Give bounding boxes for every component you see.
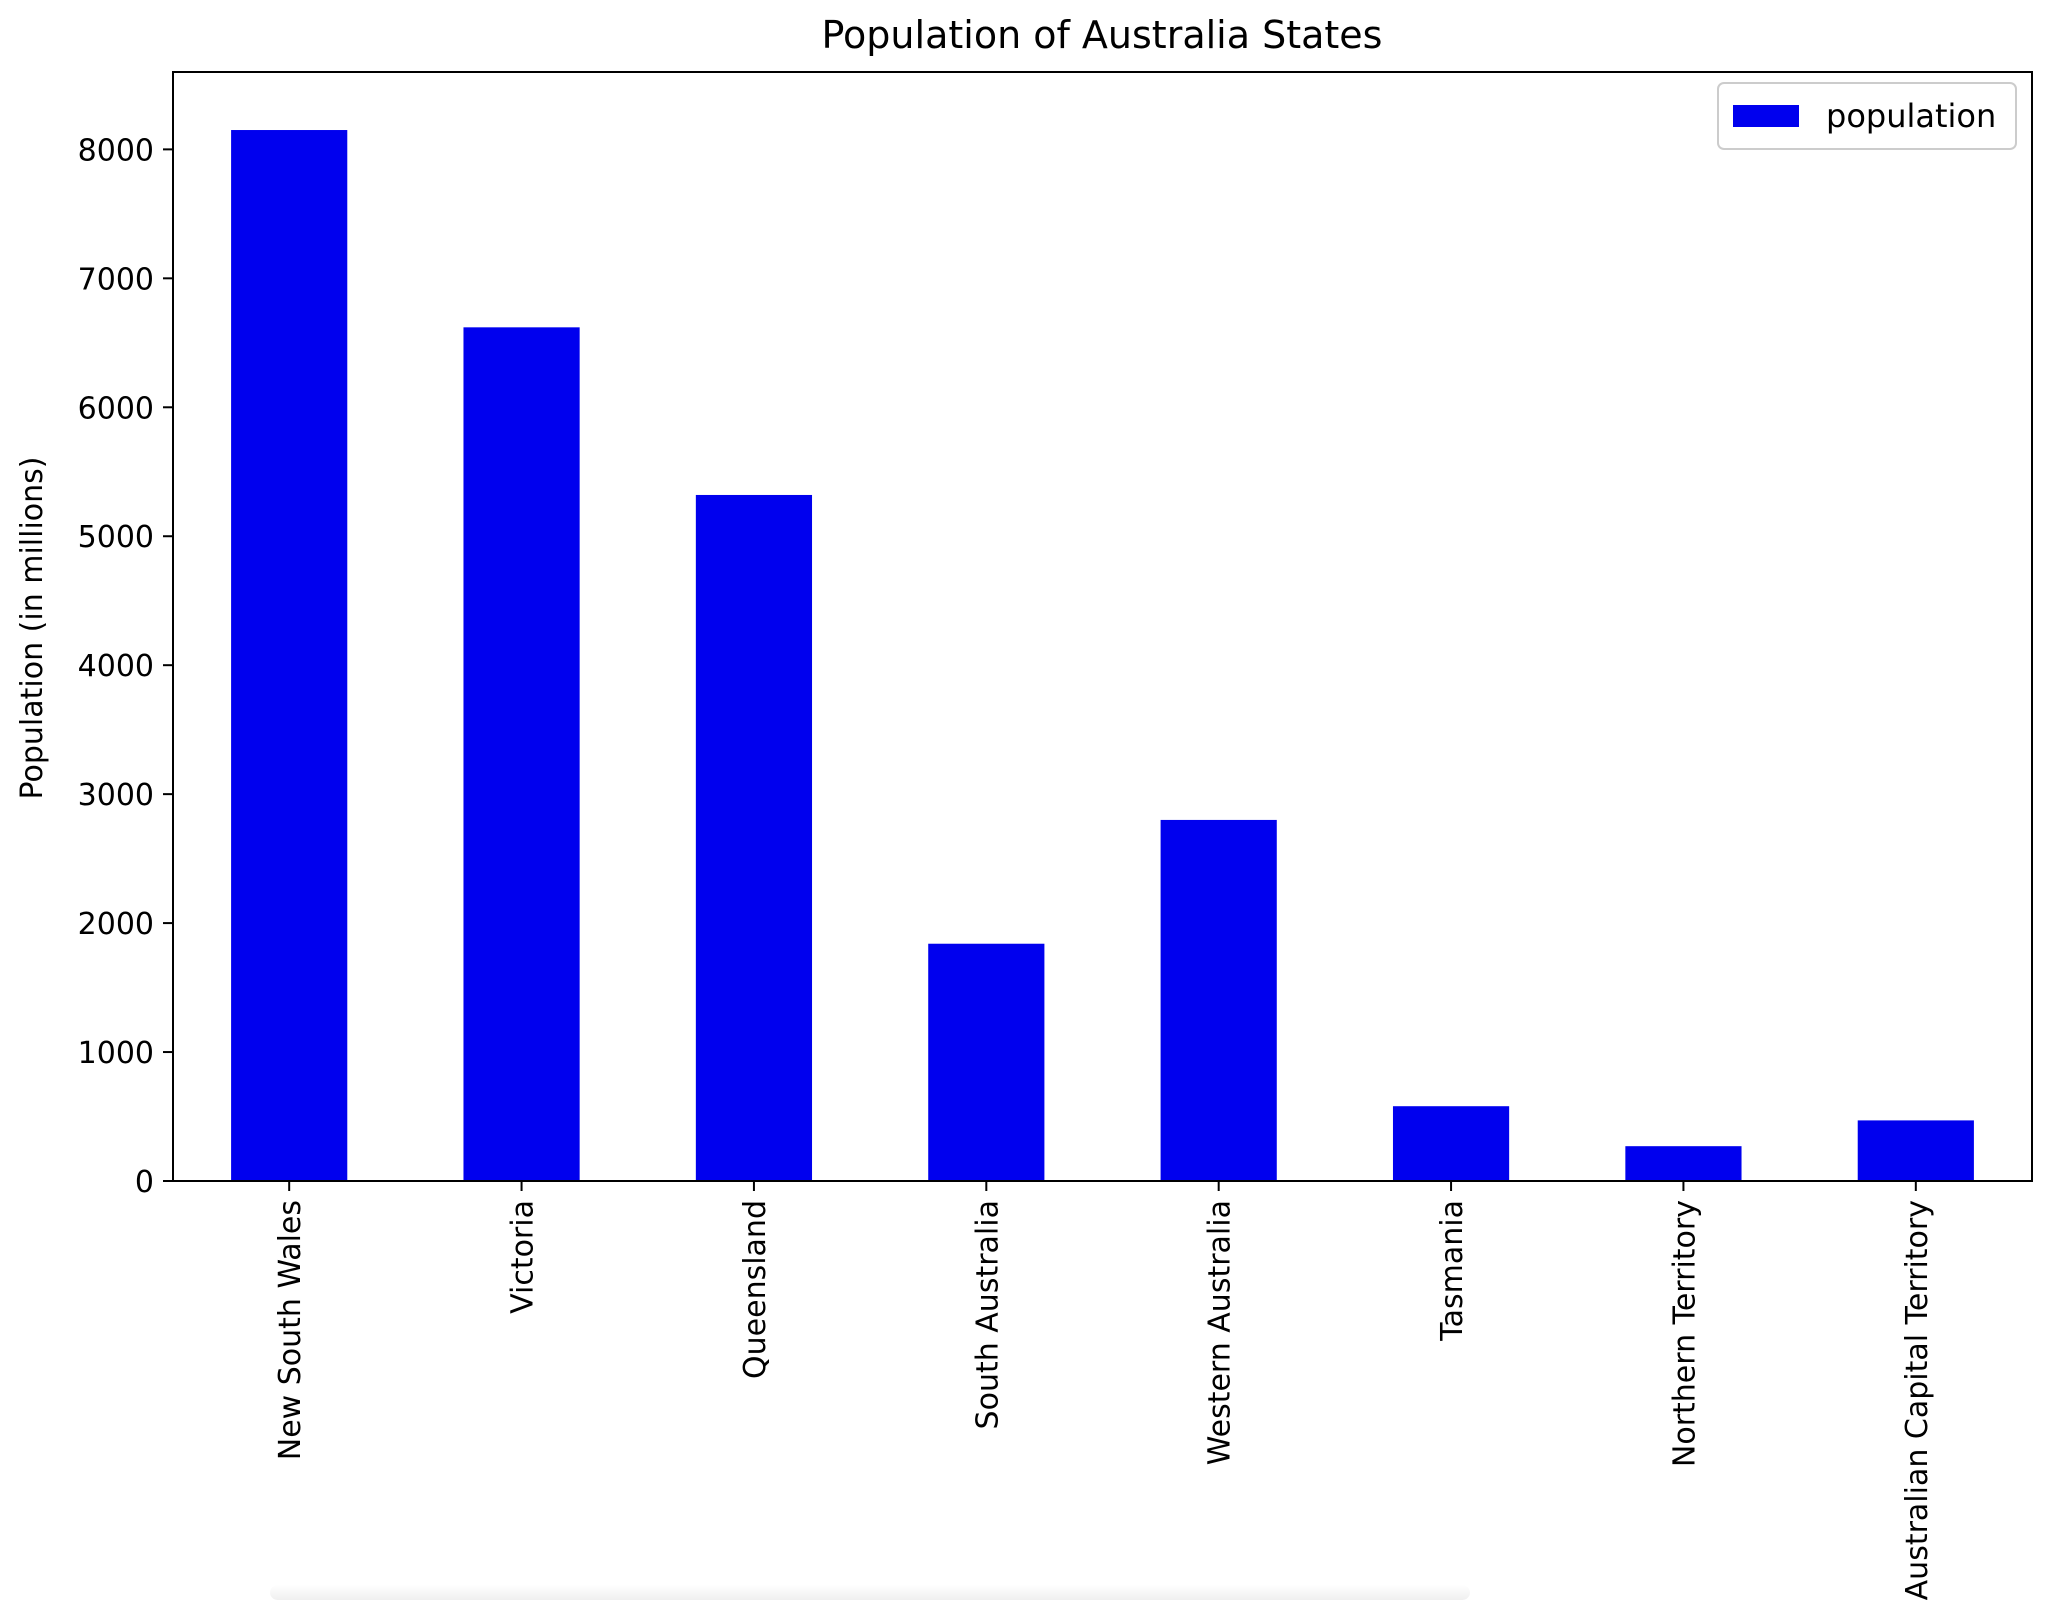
x-tick-label: New South Wales xyxy=(273,1200,308,1460)
y-tick-label: 5000 xyxy=(78,520,154,555)
y-tick-label: 0 xyxy=(135,1165,154,1200)
bar-new-south-wales xyxy=(231,130,348,1182)
bar-tasmania xyxy=(1392,1106,1510,1181)
bars xyxy=(231,130,1974,1182)
y-axis-ticks: 0 1000 2000 3000 4000 5000 6000 7000 8000 xyxy=(78,133,173,1200)
bar-western-australia xyxy=(1160,819,1277,1181)
y-tick-label: 6000 xyxy=(78,391,154,426)
y-tick-label: 1000 xyxy=(78,1036,154,1071)
y-tick-label: 3000 xyxy=(78,778,154,813)
y-tick-label: 4000 xyxy=(78,649,154,684)
x-tick-label: Queensland xyxy=(738,1200,773,1379)
y-tick-label: 7000 xyxy=(78,262,154,297)
bottom-fade xyxy=(270,1585,1470,1600)
legend-swatch xyxy=(1733,105,1799,127)
x-tick-label: Tasmania xyxy=(1435,1200,1470,1342)
bar-northern-territory xyxy=(1625,1146,1742,1181)
x-tick-label: South Australia xyxy=(970,1200,1005,1429)
x-axis-ticks: New South Wales Victoria Queensland South A… xyxy=(273,1181,1935,1600)
chart-title: Population of Australia States xyxy=(822,13,1383,57)
y-tick-label: 8000 xyxy=(78,133,154,168)
legend-box xyxy=(1717,82,2017,150)
legend: population xyxy=(1717,82,2017,150)
x-tick-label: Western Australia xyxy=(1203,1200,1238,1465)
x-tick-label: Australian Capital Territory xyxy=(1900,1200,1935,1600)
bar-victoria xyxy=(463,327,580,1182)
x-tick-label: Northern Territory xyxy=(1667,1200,1702,1467)
x-tick-label: Victoria xyxy=(506,1200,541,1314)
plot-frame xyxy=(172,71,2033,1182)
bar-australian-capital-territory xyxy=(1857,1120,1974,1181)
y-tick-label: 2000 xyxy=(78,907,154,942)
y-axis-label: Population (in millions) xyxy=(15,456,50,799)
bar-queensland xyxy=(695,494,813,1182)
bar-south-australia xyxy=(928,943,1045,1181)
legend-label: population xyxy=(1826,97,1996,135)
